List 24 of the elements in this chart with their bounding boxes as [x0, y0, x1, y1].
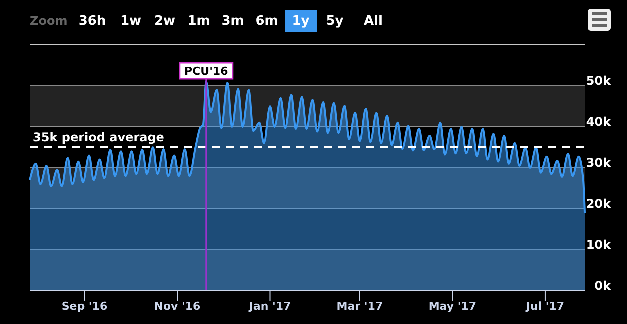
y-tick-label: 40k	[586, 115, 612, 129]
x-tick-label: Jul '17	[525, 300, 565, 313]
y-tick-label: 0k	[594, 279, 612, 293]
text: 1m	[188, 14, 210, 29]
y-tick-label: 20k	[586, 197, 612, 211]
text: 36h	[78, 14, 106, 29]
y-tick-label: 10k	[586, 238, 612, 252]
text: 1w	[120, 14, 142, 29]
y-tick-label: 30k	[586, 156, 612, 170]
text: 1y	[292, 14, 310, 29]
text: Zoom	[30, 14, 68, 28]
text: All	[364, 14, 383, 29]
x-tick-label: Nov '16	[154, 300, 202, 313]
x-tick-label: Mar '17	[336, 300, 384, 313]
x-tick-label: Jan '17	[248, 300, 292, 313]
y-tick-label: 50k	[586, 74, 612, 88]
text: 6m	[256, 14, 278, 29]
x-tick-label: May '17	[428, 300, 477, 313]
x-tick-label: Sep '16	[62, 300, 108, 313]
text: 5y	[326, 14, 344, 29]
text: 2w	[154, 14, 176, 29]
ref-line-label: 35k period average	[33, 130, 164, 144]
ref-line-label: PCU'16	[184, 65, 229, 78]
text: 3m	[222, 14, 244, 29]
